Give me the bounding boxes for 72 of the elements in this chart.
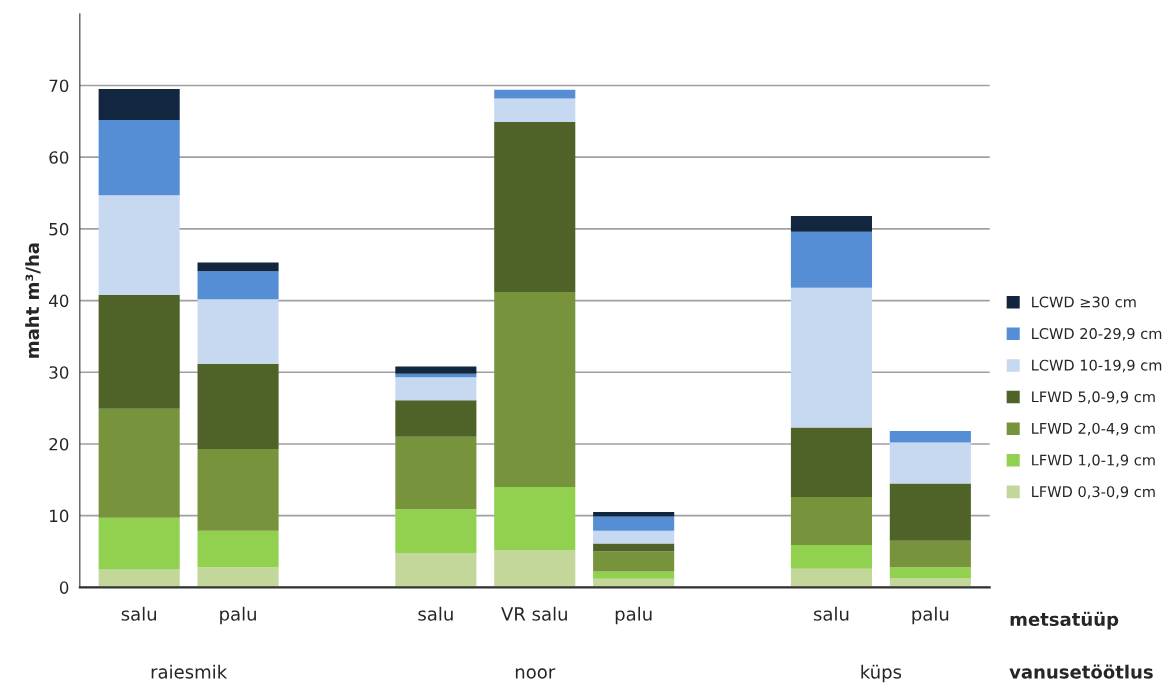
- y-tick-label: 50: [49, 222, 69, 236]
- bar: [98, 89, 180, 120]
- bar: [98, 517, 180, 570]
- bar: [395, 552, 477, 588]
- y-tick-label: 60: [49, 151, 69, 164]
- bar: [494, 89, 576, 99]
- y-tick-label: 30: [49, 366, 69, 379]
- bar: [98, 408, 180, 518]
- bar: [790, 545, 872, 569]
- x-tick-label: palu: [220, 606, 256, 625]
- bar: [395, 436, 477, 510]
- bar: [494, 291, 576, 487]
- bar: [790, 287, 872, 428]
- y-axis-title: maht m³/ha: [25, 243, 41, 358]
- bar: [98, 119, 180, 196]
- bar: [98, 569, 180, 588]
- bar: [593, 571, 675, 579]
- bar: [593, 516, 675, 531]
- legend-label: LCWD 20-29,9 cm: [1032, 328, 1162, 341]
- bar: [889, 540, 971, 568]
- bar: [593, 551, 675, 572]
- bar: [889, 483, 971, 541]
- bar: [593, 530, 675, 544]
- bar: [790, 215, 872, 232]
- bar: [494, 122, 576, 292]
- x-tick-label: VR salu: [501, 606, 567, 621]
- bar: [494, 550, 576, 588]
- bar: [790, 231, 872, 288]
- x-tick-label: salu: [121, 606, 156, 621]
- bar: [395, 377, 477, 401]
- legend-label: LFWD 1,0-1,9 cm: [1032, 454, 1155, 468]
- text: noor: [515, 668, 556, 679]
- legend-label: LCWD ≥30 cm: [1032, 296, 1136, 308]
- bar: [197, 363, 279, 449]
- bar: [395, 400, 477, 437]
- bar: [889, 567, 971, 579]
- bar: [197, 448, 279, 531]
- x-tick-label: palu: [912, 606, 949, 625]
- text: metsatüüp: [1010, 611, 1119, 630]
- y-tick-label: 40: [49, 294, 69, 308]
- bar: [197, 262, 279, 272]
- text: vanusetöötlus: [1009, 664, 1153, 679]
- bar: [197, 530, 279, 568]
- text: küps: [861, 664, 902, 683]
- bar: [197, 567, 279, 588]
- y-tick-label: 20: [49, 437, 69, 451]
- bar: [889, 442, 971, 484]
- x-tick-label: salu: [418, 606, 453, 621]
- x-tick-label: palu: [615, 606, 652, 625]
- y-tick-label: 0: [59, 581, 69, 594]
- y-tick-label: 70: [49, 79, 69, 93]
- x-tick-label: salu: [813, 606, 849, 621]
- legend-label: LCWD 10-19,9 cm: [1032, 359, 1162, 373]
- bar: [889, 431, 971, 443]
- bar: [98, 294, 180, 409]
- text: raiesmik: [151, 664, 228, 679]
- bar: [395, 366, 477, 374]
- bar: [395, 509, 477, 553]
- legend-label: LFWD 2,0-4,9 cm: [1032, 422, 1155, 436]
- bar: [593, 512, 675, 517]
- legend-label: LFWD 0,3-0,9 cm: [1032, 486, 1155, 499]
- bar: [593, 543, 675, 552]
- bar: [494, 486, 576, 551]
- bar: [197, 271, 279, 300]
- bar: [494, 98, 576, 123]
- y-tick-label: 10: [50, 509, 69, 523]
- bar: [790, 427, 872, 498]
- bar: [790, 497, 872, 546]
- bar: [98, 195, 180, 295]
- bar: [197, 299, 279, 364]
- legend-label: LFWD 5,0-9,9 cm: [1032, 391, 1155, 404]
- bar: [790, 568, 872, 588]
